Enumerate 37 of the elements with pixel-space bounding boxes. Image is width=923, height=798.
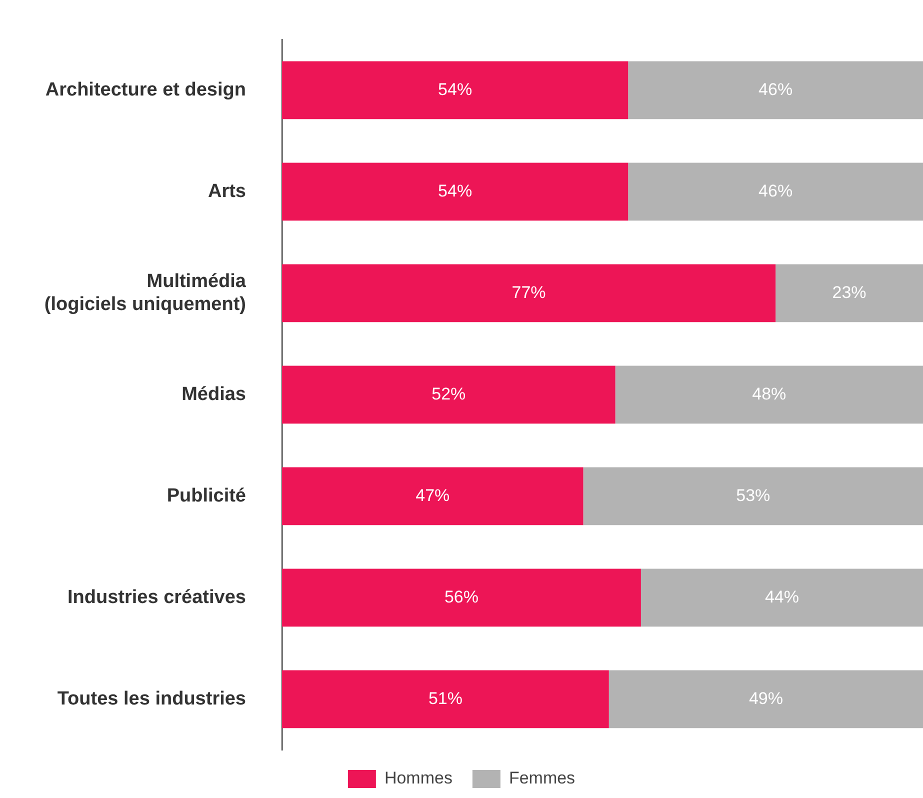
y-tick-label: Médias (182, 384, 246, 405)
data-label: 52% (432, 384, 466, 404)
data-label: 77% (512, 282, 546, 302)
bar (583, 467, 923, 526)
y-tick-label: Architecture et design (45, 79, 246, 100)
legend-label: Hommes (384, 768, 452, 788)
data-label: 44% (764, 587, 799, 606)
bar (282, 61, 628, 120)
bar (640, 568, 923, 627)
y-tick-label: Publicité (166, 485, 246, 506)
bar (608, 670, 923, 728)
bar (615, 366, 923, 424)
data-label: 51% (428, 688, 462, 708)
bar (282, 467, 584, 526)
bar (628, 162, 923, 221)
data-label: 54% (438, 80, 472, 99)
data-label: 48% (752, 384, 786, 404)
data-label: 53% (736, 486, 770, 505)
bar (282, 264, 776, 322)
data-label: 46% (758, 181, 793, 200)
legend-label: Femmes (508, 768, 576, 788)
data-label: 23% (832, 282, 866, 302)
y-tick-label: Industries créatives (68, 586, 246, 608)
data-label: 54% (438, 181, 472, 200)
bar (282, 568, 641, 627)
y-tick-label: Arts (208, 180, 246, 202)
data-label: 49% (748, 688, 783, 708)
data-label: 47% (416, 486, 450, 505)
bar (776, 264, 923, 322)
data-label: 56% (444, 587, 478, 606)
y-tick-label: Toutes les industries (57, 688, 246, 710)
bar (282, 366, 616, 424)
bar (282, 162, 628, 221)
bar (628, 61, 923, 120)
data-label: 46% (758, 80, 793, 99)
y-tick-label: Multimédia (logiciels uniquement) (44, 271, 246, 315)
bar (282, 670, 609, 728)
